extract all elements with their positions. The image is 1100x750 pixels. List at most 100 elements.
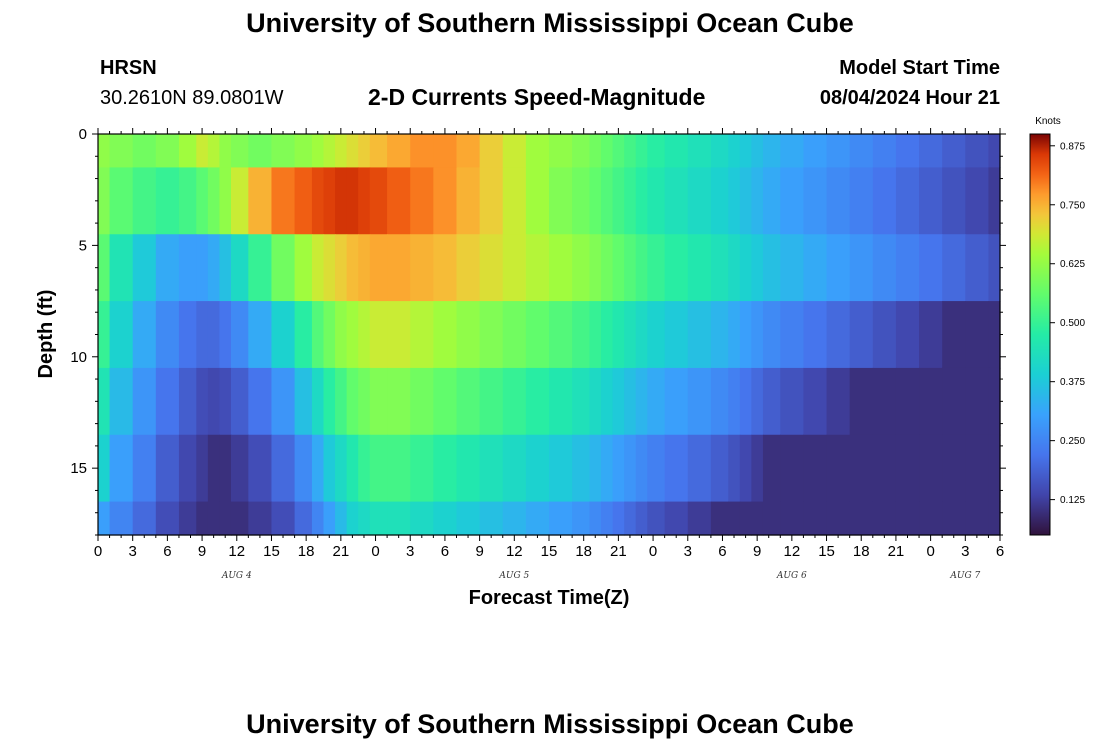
heatmap-cell: [895, 167, 920, 235]
x-tick-label: 12: [228, 543, 245, 560]
heatmap-cell: [132, 434, 157, 503]
heatmap-cell: [601, 301, 614, 369]
y-tick-label: 0: [79, 126, 87, 143]
heatmap-cell: [155, 134, 180, 169]
heatmap-cell: [525, 167, 550, 235]
heatmap-cell: [647, 134, 666, 169]
heatmap-cell: [919, 501, 943, 536]
heatmap-cell: [612, 167, 625, 235]
heatmap-cell: [178, 134, 197, 169]
model-start-value: 08/04/2024 Hour 21: [819, 87, 1000, 109]
heatmap-cell: [895, 434, 920, 503]
heatmap-cell: [248, 301, 273, 369]
heatmap-cell: [965, 301, 990, 369]
heatmap-cell: [589, 234, 602, 302]
heatmap-cell: [919, 434, 943, 503]
heatmap-cell: [219, 167, 232, 235]
heatmap-cell: [612, 301, 625, 369]
heatmap-cell: [410, 501, 434, 536]
heatmap-cell: [687, 234, 712, 302]
heatmap-cell: [751, 367, 764, 436]
heatmap-cell: [601, 501, 614, 536]
chart-subtitle: 2-D Currents Speed-Magnitude: [368, 84, 706, 110]
heatmap-cell: [456, 434, 481, 503]
heatmap-cell: [358, 134, 371, 169]
heatmap-cell: [751, 134, 764, 169]
heatmap-cell: [635, 501, 648, 536]
heatmap-cell: [942, 301, 966, 369]
heatmap-cell: [549, 134, 573, 169]
heatmap-cell: [311, 434, 325, 503]
x-tick-label: 15: [818, 543, 835, 560]
heatmap-cell: [271, 434, 296, 503]
colorbar-title: Knots: [1035, 116, 1061, 127]
heatmap-cell: [803, 134, 828, 169]
heatmap-cell: [207, 501, 221, 536]
heatmap-cell: [826, 434, 851, 503]
y-tick-label: 15: [70, 460, 87, 477]
heatmap-cell: [358, 501, 371, 536]
heatmap-cell: [739, 167, 752, 235]
heatmap-cell: [248, 367, 273, 436]
heatmap-cell: [502, 301, 527, 369]
heatmap-cell: [780, 434, 805, 503]
heatmap-cell: [849, 134, 874, 169]
heatmap-cell: [624, 167, 637, 235]
heatmap-cell: [196, 134, 209, 169]
heatmap-cell: [178, 234, 197, 302]
heatmap-cell: [664, 434, 689, 503]
heatmap-cell: [433, 234, 458, 302]
heatmap-cell: [294, 501, 313, 536]
heatmap-cell: [387, 434, 411, 503]
heatmap-cell: [323, 167, 336, 235]
heatmap-cell: [942, 134, 966, 169]
heatmap-cell: [387, 134, 411, 169]
heatmap-cell: [612, 501, 625, 536]
heatmap-cell: [549, 234, 573, 302]
heatmap-cell: [387, 501, 411, 536]
heatmap-cell: [335, 501, 348, 536]
heatmap-cell: [369, 301, 388, 369]
heatmap-cell: [780, 134, 805, 169]
colorbar-tick-label: 0.875: [1060, 141, 1085, 152]
station-coordinates: 30.2610N 89.0801W: [100, 87, 284, 109]
heatmap-cell: [502, 434, 527, 503]
heatmap-cell: [988, 134, 1001, 169]
heatmap-cell: [589, 367, 602, 436]
heatmap-cell: [780, 167, 805, 235]
heatmap-cell: [549, 434, 573, 503]
x-tick-label: 3: [684, 543, 692, 560]
heatmap-cell: [311, 167, 325, 235]
heatmap-cell: [323, 367, 336, 436]
heatmap-cell: [942, 434, 966, 503]
heatmap-cell: [230, 301, 249, 369]
heatmap-cell: [132, 367, 157, 436]
heatmap-cell: [479, 234, 504, 302]
heatmap-cell: [358, 234, 371, 302]
heatmap-cell: [456, 234, 481, 302]
heatmap-cell: [710, 234, 729, 302]
heatmap-cell: [271, 501, 296, 536]
heatmap-cell: [433, 367, 458, 436]
heatmap-cell: [872, 367, 897, 436]
heatmap-cell: [872, 301, 897, 369]
heatmap-cell: [410, 134, 434, 169]
y-axis: 0 5 10 15: [70, 126, 1006, 536]
heatmap-cell: [664, 134, 689, 169]
heatmap-cell: [346, 367, 359, 436]
heatmap-cell: [456, 367, 481, 436]
heatmap-cell: [346, 234, 359, 302]
heatmap-cell: [132, 501, 157, 536]
heatmap-cell: [687, 501, 712, 536]
heatmap-cell: [311, 134, 325, 169]
colorbar-tick-label: 0.750: [1060, 200, 1085, 211]
heatmap-cell: [346, 501, 359, 536]
heatmap-cell: [178, 301, 197, 369]
heatmap-cell: [762, 301, 781, 369]
heatmap-cell: [335, 301, 348, 369]
heatmap-cell: [230, 367, 249, 436]
heatmap-cell: [849, 434, 874, 503]
heatmap-cell: [155, 434, 180, 503]
heatmap-cell: [635, 167, 648, 235]
heatmap-cell: [433, 134, 458, 169]
